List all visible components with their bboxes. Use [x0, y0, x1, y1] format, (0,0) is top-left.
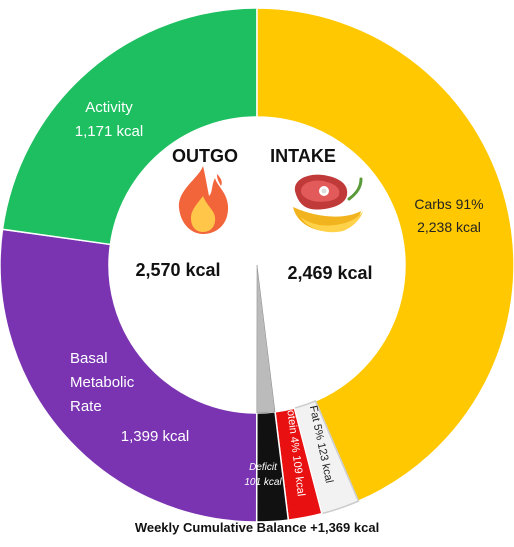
outgo-heading: OUTGO — [172, 146, 238, 166]
chart-caption: Weekly Cumulative Balance +1,369 kcal — [134, 520, 380, 535]
outgo-total: 2,570 kcal — [135, 260, 220, 280]
bmr-value: 1,399 kcal — [121, 428, 189, 445]
flame-icon — [178, 166, 229, 234]
slice-bmr — [0, 228, 258, 523]
activity-label: Activity — [85, 99, 133, 116]
deficit-value: 101 kcal — [244, 477, 282, 488]
bmr-label-line-2: Metabolic — [70, 374, 135, 391]
donut-slices — [0, 7, 514, 523]
deficit-wedge — [256, 264, 276, 414]
intake-heading: INTAKE — [270, 146, 336, 166]
deficit-label: Deficit — [249, 462, 278, 473]
slice-activity — [1, 7, 258, 246]
bmr-label-line-3: Rate — [70, 398, 102, 415]
carbs-value: 2,238 kcal — [417, 219, 481, 235]
activity-value: 1,171 kcal — [75, 123, 143, 140]
carbs-label: Carbs 91% — [414, 196, 483, 212]
slice-carbs — [256, 7, 514, 503]
bmr-label-line-1: Basal — [70, 350, 108, 367]
intake-total: 2,469 kcal — [287, 263, 372, 283]
food-icon — [293, 174, 363, 233]
